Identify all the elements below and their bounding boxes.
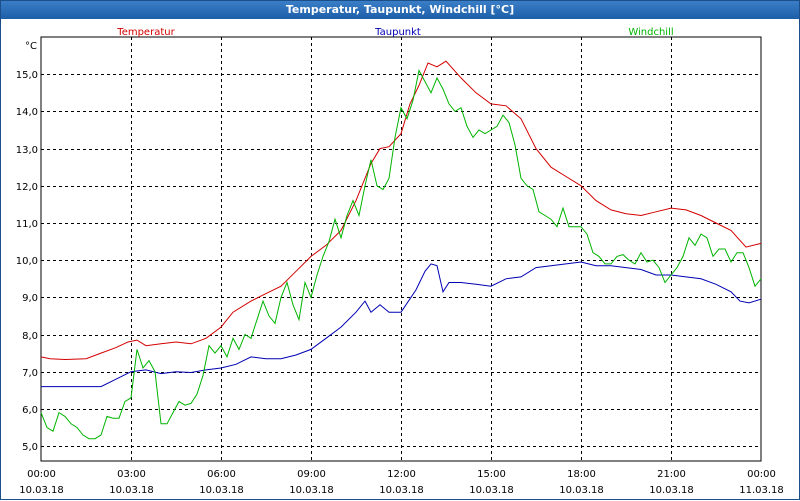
x-tick-date: 11.03.18 [739, 485, 784, 496]
x-tick-time: 03:00 [117, 469, 146, 480]
x-tick-date: 10.03.18 [649, 485, 694, 496]
y-tick-label: 9,0 [22, 293, 38, 304]
x-tick-time: 21:00 [657, 469, 686, 480]
legend-label-temperatur: Temperatur [116, 27, 175, 38]
chart-title: Temperatur, Taupunkt, Windchill [°C] [1, 1, 799, 19]
y-tick-label: 13,0 [16, 145, 38, 156]
y-tick-label: 15,0 [16, 70, 38, 81]
y-tick-label: 5,0 [22, 442, 38, 453]
y-tick-label: 14,0 [16, 107, 38, 118]
x-tick-date: 10.03.18 [379, 485, 424, 496]
x-tick-date: 10.03.18 [199, 485, 244, 496]
legend-label-taupunkt: Taupunkt [374, 27, 421, 38]
x-tick-date: 10.03.18 [109, 485, 154, 496]
y-tick-label: 10,0 [16, 256, 38, 267]
x-tick-time: 00:00 [747, 469, 776, 480]
x-tick-time: 00:00 [27, 469, 56, 480]
legend-label-windchill: Windchill [628, 27, 673, 38]
series-line-temperatur [40, 60, 762, 361]
y-tick-label: 6,0 [22, 405, 38, 416]
x-tick-date: 10.03.18 [289, 485, 334, 496]
y-tick-label: 8,0 [22, 331, 38, 342]
x-tick-time: 15:00 [477, 469, 506, 480]
x-tick-date: 10.03.18 [19, 485, 64, 496]
x-tick-time: 09:00 [297, 469, 326, 480]
y-axis-label: °C [25, 41, 37, 52]
x-tick-date: 10.03.18 [469, 485, 514, 496]
x-tick-time: 12:00 [387, 469, 416, 480]
series-line-taupunkt [41, 261, 762, 388]
y-tick-label: 7,0 [22, 368, 38, 379]
y-tick-label: 11,0 [16, 219, 38, 230]
series-line-windchill [40, 69, 762, 440]
x-tick-date: 10.03.18 [559, 485, 604, 496]
x-tick-time: 06:00 [207, 469, 236, 480]
x-tick-time: 18:00 [567, 469, 596, 480]
y-tick-label: 12,0 [16, 182, 38, 193]
